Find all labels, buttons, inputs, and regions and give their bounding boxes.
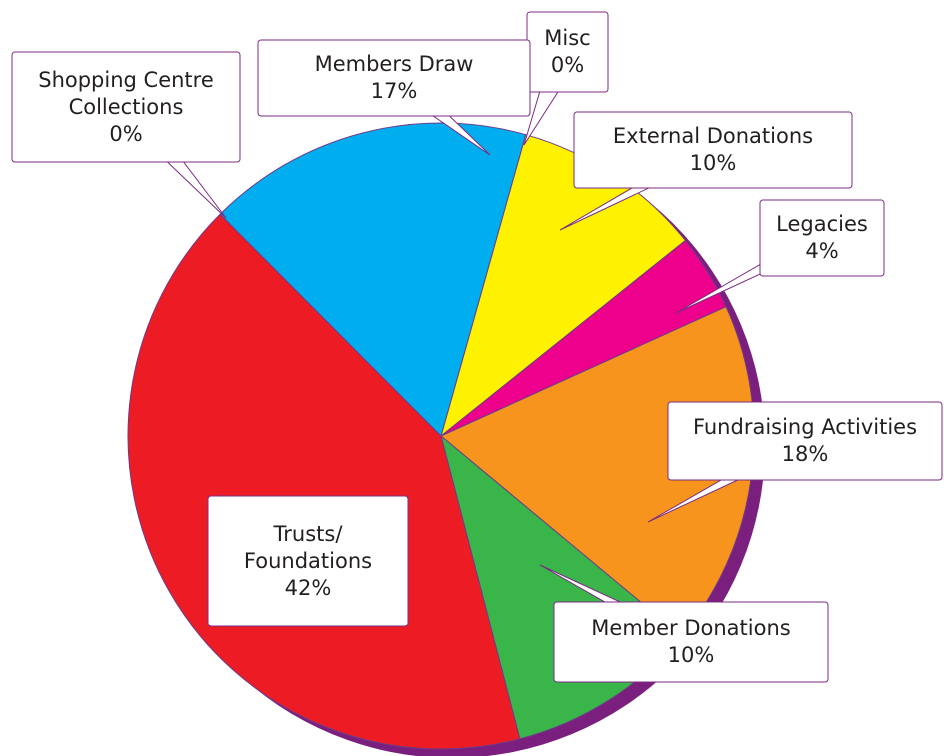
category-label: External Donations [612, 124, 814, 148]
slice-label: Misc 0% [527, 12, 608, 92]
value-label: 10% [667, 643, 715, 667]
value-label: 18% [781, 442, 829, 466]
category-label: Misc [544, 26, 591, 50]
callout-box [11, 51, 241, 163]
slice-label: Members Draw 17% [258, 40, 530, 116]
slice-label: External Donations 10% [574, 112, 852, 188]
slice-label: Shopping Centre Collections 0% [12, 52, 240, 162]
value-label: 42% [284, 575, 332, 600]
category-label: Members Draw [314, 52, 474, 76]
callout-box [257, 39, 531, 117]
pie-slice [219, 122, 527, 437]
value-label: 0% [550, 53, 585, 77]
slice-label: Trusts/ Foundations 42% [208, 496, 408, 626]
callout-box [573, 111, 853, 189]
slice-label: Fundraising Activities 18% [668, 402, 942, 480]
callout-box [667, 401, 943, 481]
value-label: 4% [805, 239, 839, 263]
category-label: Shopping Centre Collections [38, 67, 214, 119]
value-label: 17% [370, 79, 418, 103]
callout-box [759, 199, 885, 277]
value-label: 0% [109, 121, 143, 146]
callout-box [553, 601, 829, 683]
callout-box [207, 495, 409, 627]
slice-label: Member Donations 10% [554, 602, 828, 682]
category-label: Fundraising Activities [692, 415, 918, 439]
category-label: Legacies [776, 212, 868, 236]
category-label: Member Donations [591, 616, 791, 640]
category-label: Trusts/ Foundations [243, 521, 373, 573]
value-label: 10% [689, 151, 737, 175]
slice-label: Legacies 4% [760, 200, 884, 276]
